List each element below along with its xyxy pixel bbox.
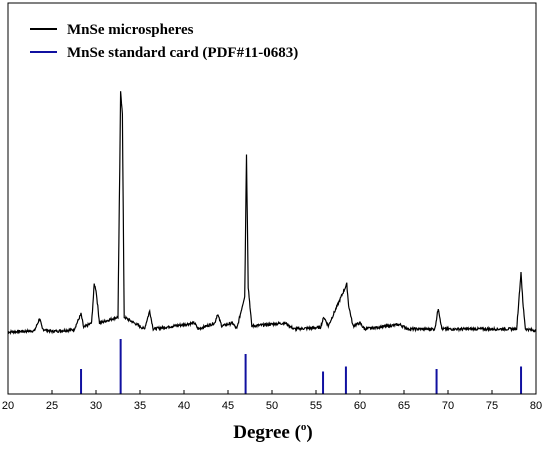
- x-axis-label: Degree (o): [233, 421, 313, 443]
- plot-frame: [7, 2, 537, 395]
- x-tick-label: 35: [134, 400, 146, 412]
- legend-label-standard-card: MnSe standard card (PDF#11-0683): [67, 45, 298, 61]
- x-tick-label: 20: [2, 400, 14, 412]
- x-axis-label-close: ): [306, 422, 312, 443]
- x-tick-label: 50: [266, 400, 278, 412]
- x-tick-label: 45: [222, 400, 234, 412]
- x-tick-label: 80: [530, 400, 542, 412]
- x-tick-label: 70: [442, 400, 454, 412]
- x-tick-label: 65: [398, 400, 410, 412]
- x-axis-ticks: 20 25 30 35 40 45 50 55 60 65 70 75 80: [2, 390, 542, 412]
- x-axis-label-main: Degree (: [233, 422, 301, 443]
- plot-marks: [7, 91, 537, 394]
- x-tick-label: 55: [310, 400, 322, 412]
- series-line-microspheres: [7, 91, 537, 336]
- x-tick-label: 60: [354, 400, 366, 412]
- legend-label-microspheres: MnSe microspheres: [67, 22, 194, 38]
- x-tick-label: 75: [486, 400, 498, 412]
- x-tick-label: 30: [90, 400, 102, 412]
- x-tick-label: 40: [178, 400, 190, 412]
- x-axis-label-degree-sup: o: [301, 421, 307, 433]
- x-tick-label: 25: [46, 400, 58, 412]
